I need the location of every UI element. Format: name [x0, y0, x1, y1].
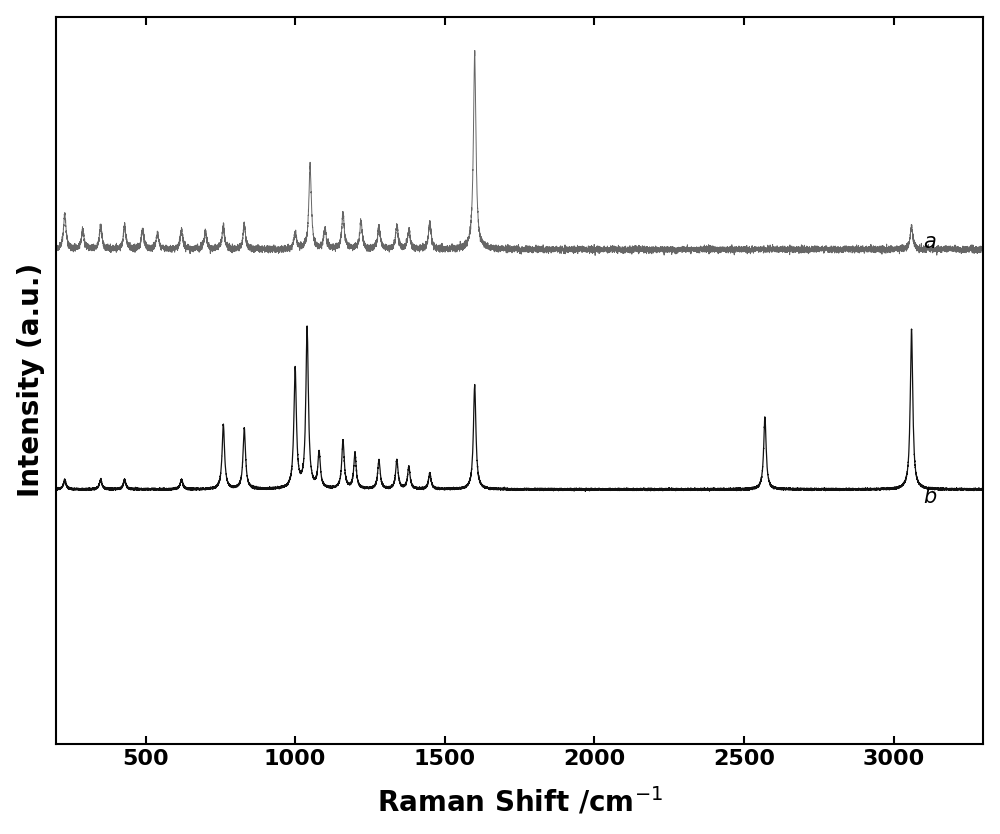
Text: b: b	[923, 487, 936, 506]
Y-axis label: Intensity (a.u.): Intensity (a.u.)	[17, 264, 45, 497]
X-axis label: Raman Shift /cm$^{-1}$: Raman Shift /cm$^{-1}$	[377, 786, 663, 817]
Text: a: a	[923, 232, 936, 252]
